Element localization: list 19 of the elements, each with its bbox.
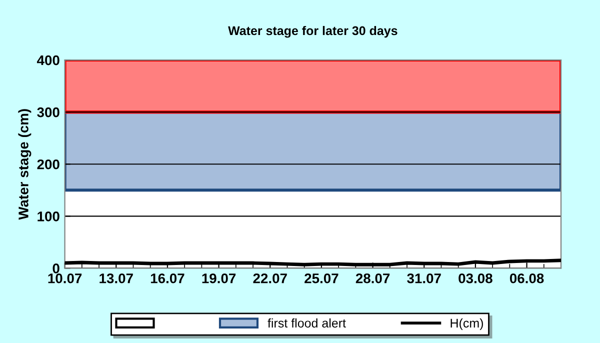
y-tick-label: 100 [38,212,60,222]
y-tick-label: 200 [37,159,60,170]
x-tick-label: 28.07 [356,273,390,284]
x-tick-label: 13.07 [100,273,133,284]
y-tick-label: 0 [52,264,60,274]
chart-title: Water stage for later 30 days [228,26,398,38]
y-axis-title: Water stage (cm) [18,109,32,220]
x-tick-label: 03.08 [458,273,492,284]
x-tick-label: 19.07 [202,273,236,284]
y-tick-label: 300 [37,107,60,118]
x-tick-label: 16.07 [150,273,184,284]
legend-label: H(cm) [450,318,483,330]
y-tick-label: 400 [36,55,60,66]
x-tick-label: 25.07 [304,273,338,284]
x-tick-label: 10.07 [48,273,82,284]
x-tick-label: 31.07 [407,273,441,284]
legend-label: first flood alert [268,318,346,328]
x-tick-label: 06.08 [510,273,544,284]
x-tick-label: 22.07 [253,273,287,284]
